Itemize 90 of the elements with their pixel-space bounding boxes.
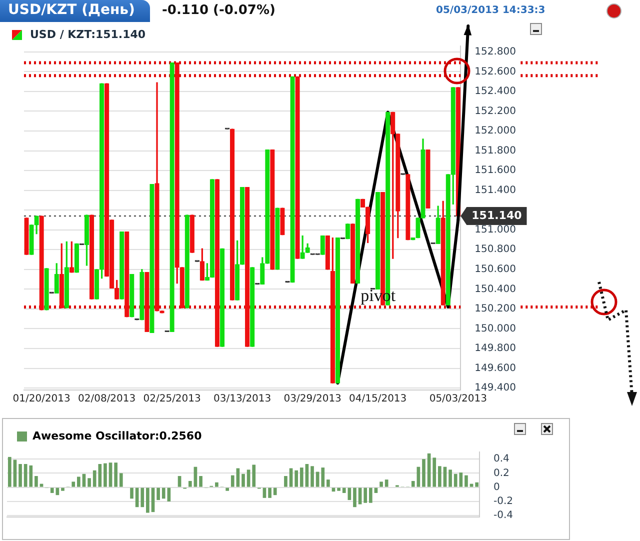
x-tick-label: 03/13/2013: [214, 394, 272, 405]
bar: [226, 488, 229, 491]
bar: [242, 474, 245, 487]
legend-title: USD / KZT:151.140: [30, 28, 146, 41]
y-tick-label: 151.600: [474, 165, 516, 176]
y-tick-label: 150.400: [474, 284, 516, 295]
bar: [34, 476, 38, 487]
bar: [61, 488, 64, 491]
bar: [18, 464, 22, 487]
bar: [188, 480, 192, 487]
bar: [268, 488, 272, 498]
y-tick-label: 152.000: [474, 126, 516, 137]
chart-title: USD/KZT (День): [8, 2, 135, 18]
bar: [411, 480, 415, 487]
bar: [464, 475, 468, 487]
x-tick-label: 05/03/2013: [429, 394, 487, 405]
y-tick-label: 152.800: [474, 46, 516, 58]
bar: [316, 472, 320, 487]
bar: [422, 459, 426, 487]
y-tick-label: 150.200: [474, 304, 516, 315]
bar: [194, 466, 198, 487]
bar: [50, 488, 54, 493]
bar: [72, 482, 76, 487]
bar: [13, 460, 17, 487]
bar: [230, 475, 234, 487]
bar: [300, 468, 304, 487]
bar: [178, 476, 182, 487]
x-tick-label: 02/25/2013: [143, 394, 201, 405]
y-tick-label: 0: [493, 482, 500, 493]
bar: [427, 453, 431, 487]
bar: [8, 456, 12, 487]
x-tick-label: 02/08/2013: [78, 394, 136, 405]
y-tick-label: 149.400: [474, 382, 516, 394]
y-tick-label: 0.4: [493, 454, 510, 465]
y-tick-label: 151.400: [474, 184, 516, 196]
bar: [156, 488, 160, 500]
y-tick-label: 152.400: [474, 86, 516, 98]
bar: [305, 464, 309, 487]
bar: [114, 462, 118, 487]
text: 05/03/2013 14:33:3: [436, 5, 546, 16]
legend-label: Awesome Oscillator:0.2560: [32, 429, 202, 442]
bar: [146, 488, 150, 513]
bar: [475, 482, 479, 487]
y-tick-label: 151.800: [474, 145, 516, 156]
y-tick-label: 0.2: [493, 468, 510, 479]
bar: [77, 476, 80, 487]
bar: [119, 473, 123, 487]
bar: [326, 480, 330, 487]
bar: [82, 474, 86, 487]
bar: [358, 488, 362, 504]
bar: [199, 476, 202, 487]
bar: [432, 458, 436, 487]
bar: [353, 488, 356, 508]
bar: [416, 466, 420, 487]
bar: [364, 488, 368, 503]
chart-subtitle: -0.110 (-0.07%): [162, 3, 276, 18]
bar: [443, 466, 447, 487]
bar: [384, 480, 388, 487]
x-tick-label: 01/20/2013: [12, 394, 70, 405]
y-tick-label: 152.200: [474, 106, 516, 117]
y-tick-label: -0.2: [493, 496, 514, 508]
bar: [215, 482, 218, 487]
y-tick-label: 151.000: [474, 224, 516, 236]
bar: [448, 470, 452, 487]
bar: [252, 464, 256, 487]
y-tick-label: 149.800: [474, 343, 516, 354]
bar: [273, 488, 277, 496]
bar: [284, 476, 288, 487]
ref-line-label: 151.140: [472, 208, 522, 222]
y-tick-label: 152.600: [474, 66, 516, 78]
x-tick-label: 03/29/2013: [284, 394, 342, 405]
bar: [246, 470, 250, 487]
x-tick-label: 04/15/2013: [349, 394, 407, 405]
bar: [368, 488, 372, 503]
bar: [130, 488, 134, 499]
bar: [310, 466, 314, 487]
y-tick-label: 149.600: [474, 362, 516, 374]
y-tick-label: -0.4: [493, 510, 514, 522]
bar: [140, 488, 144, 508]
y-tick-label: 150.000: [474, 323, 516, 334]
bar: [321, 468, 325, 487]
bar: [380, 482, 383, 487]
bar: [337, 488, 340, 491]
bar: [294, 470, 298, 487]
bar: [88, 478, 91, 487]
y-tick-label: 150.800: [474, 244, 516, 256]
bar: [108, 462, 112, 487]
bar: [438, 466, 442, 487]
bar: [104, 463, 107, 487]
y-tick-label: 150.600: [474, 264, 516, 275]
